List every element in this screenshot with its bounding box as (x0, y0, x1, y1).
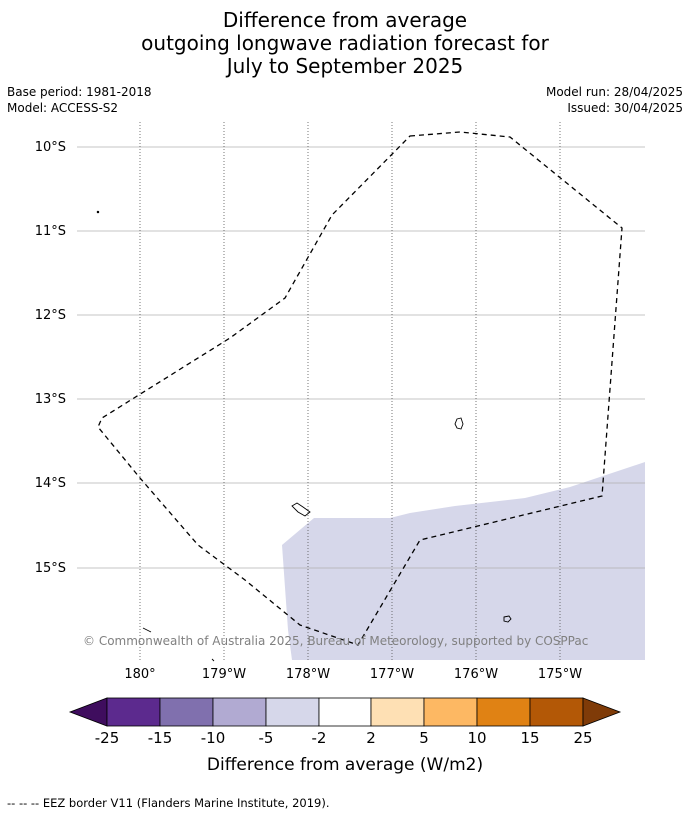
issued-date: Issued: 30/04/2025 (567, 101, 683, 115)
colorbar-tick-minus25: -25 (95, 729, 120, 747)
lon-label-176w: 176°W (454, 667, 498, 682)
island-northwest (96, 210, 100, 214)
colorbar-bin-5 (318, 697, 372, 727)
colorbar-bin-6 (370, 697, 425, 727)
colorbar-tick-15: 15 (520, 729, 539, 747)
eez-border (97, 131, 623, 646)
copyright-note: © Commonwealth of Australia 2025, Bureau… (83, 634, 588, 648)
latitude-gridlines (77, 146, 645, 569)
colorbar-tick-10: 10 (467, 729, 486, 747)
island-southwest (142, 627, 152, 633)
map-figure: 10°S 11°S 12°S 13°S 14°S 15°S 180° 179°W… (35, 122, 645, 775)
lon-label-175w: 175°W (538, 667, 582, 682)
colorbar-tick-minus10: -10 (201, 729, 226, 747)
colorbar-tick-minus5: -5 (259, 729, 274, 747)
colorbar-bin-9 (529, 697, 584, 727)
colorbar-tick-2: 2 (366, 729, 376, 747)
colorbar-bin-7 (423, 697, 478, 727)
colorbar-bin-8 (476, 697, 531, 727)
lat-label-15s: 15°S (35, 561, 66, 576)
colorbar-tick-minus15: -15 (148, 729, 173, 747)
colorbar-bin-3 (212, 697, 267, 727)
lon-label-179w: 179°W (202, 667, 246, 682)
lon-label-178w: 178°W (286, 667, 330, 682)
island-small-south (503, 615, 512, 623)
colorbar-tick-minus2: -2 (312, 729, 327, 747)
colorbar-bin-4 (265, 697, 320, 727)
lat-label-14s: 14°S (35, 476, 66, 491)
islands (96, 210, 512, 662)
colorbar-bin-2 (159, 697, 214, 727)
lon-label-180: 180° (124, 667, 155, 682)
colorbar-bin-1 (106, 697, 161, 727)
lat-label-10s: 10°S (35, 140, 66, 155)
model-run: Model run: 28/04/2025 (545, 85, 683, 99)
base-period: Base period: 1981-2018 (7, 85, 152, 99)
colorbar (68, 697, 622, 727)
colorbar-label: Difference from average (W/m2) (207, 755, 483, 775)
title-line-2: outgoing longwave radiation forecast for (141, 31, 549, 55)
island-bottom (211, 658, 215, 662)
lon-label-177w: 177°W (370, 667, 414, 682)
model-name: Model: ACCESS-S2 (7, 101, 119, 115)
colorbar-extend-high (582, 697, 622, 727)
colorbar-extend-low (68, 697, 108, 727)
lat-label-13s: 13°S (35, 392, 66, 407)
lat-label-12s: 12°S (35, 308, 66, 323)
colorbar-tick-5: 5 (419, 729, 429, 747)
colorbar-tick-25: 25 (573, 729, 592, 747)
island-futuna (291, 502, 311, 517)
title-line-1: Difference from average (222, 8, 468, 32)
island-wallis (454, 417, 464, 430)
eez-legend-note: -- -- -- EEZ border V11 (Flanders Marine… (7, 796, 330, 810)
anomaly-shading-region (282, 462, 645, 660)
lat-label-11s: 11°S (35, 224, 66, 239)
title-line-3: July to September 2025 (226, 54, 464, 78)
